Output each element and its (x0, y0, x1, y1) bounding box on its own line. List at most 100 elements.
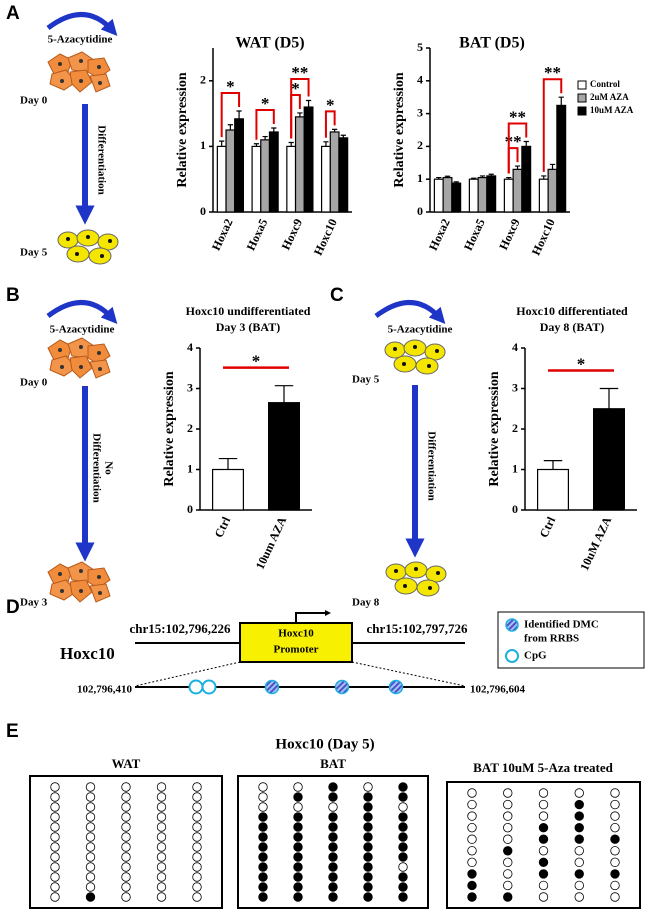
error-bar (558, 96, 564, 106)
cpg-site (156, 802, 167, 812)
cpg-site (328, 882, 338, 892)
treatment-arrow (46, 300, 118, 324)
bar (442, 176, 453, 213)
cpg-site (156, 882, 167, 892)
error-bar (541, 175, 547, 180)
error-bar (523, 140, 529, 147)
error-bar (479, 175, 486, 178)
coord-label: 102,796,410 (77, 684, 133, 696)
error-bar (488, 173, 494, 176)
y-tick-label: 0 (417, 204, 423, 218)
legend-label: Control (590, 79, 620, 89)
bar (451, 182, 462, 213)
day-label: Day 3 (20, 597, 48, 609)
zoom-line (351, 661, 466, 687)
cpg-site (363, 802, 373, 812)
cpg-site (258, 792, 268, 802)
y-tick-label: 0 (512, 502, 518, 516)
cpg-site (503, 834, 513, 844)
panel-label: B (6, 285, 20, 306)
cpg-site (574, 788, 584, 798)
cells (57, 229, 119, 265)
error-bar (549, 163, 556, 170)
chart-title: Hoxc10 undifferentiated (186, 304, 311, 318)
y-tick-label: 2 (417, 138, 423, 152)
cpg-site (363, 792, 373, 802)
x-tick-label: Hoxa5 (461, 217, 488, 253)
dmc (388, 679, 404, 695)
cpg-site (121, 842, 131, 852)
cpg-site (610, 892, 620, 902)
cpg-site (538, 834, 549, 844)
significance-bracket (507, 122, 528, 174)
cpg-site (293, 882, 303, 892)
cpg-site (258, 802, 268, 812)
cpg-site (328, 822, 338, 832)
cpg-site (467, 811, 477, 821)
cpg-site (467, 846, 477, 856)
bar (538, 178, 549, 213)
cpg-site (121, 812, 131, 822)
legend-label: CpG (524, 650, 547, 662)
significance-label: ** (291, 63, 308, 82)
cpg-site (398, 802, 408, 812)
y-tick-label: 0 (187, 502, 193, 516)
cpg-site (121, 802, 131, 812)
y-tick-label: 1 (512, 461, 518, 475)
promoter-label: Hoxc10 (278, 628, 314, 640)
legend-label: 2uM AZA (590, 92, 629, 102)
cpg-site (610, 811, 620, 821)
cpg-site (538, 880, 549, 891)
bar (477, 176, 488, 213)
bar (234, 118, 245, 213)
cells (384, 339, 446, 375)
error-bar (262, 135, 268, 140)
significance-bracket (255, 109, 275, 140)
x-tick-label: Hoxa2 (209, 217, 236, 253)
y-axis-label: Relative expression (392, 72, 407, 187)
y-axis-label: Relative expression (162, 371, 177, 486)
cpg-site (398, 812, 408, 822)
cpg-site (85, 812, 96, 822)
cpg-site (610, 799, 620, 810)
cpg-site (293, 832, 303, 842)
bar (320, 145, 331, 213)
cpg-site (503, 846, 513, 856)
cpg-site (467, 799, 477, 810)
cpg-site (258, 822, 268, 832)
cpg-site (293, 892, 303, 902)
significance-label: * (291, 79, 300, 98)
cpg-site (293, 842, 303, 852)
y-tick-label: 3 (187, 380, 193, 394)
cpg-site (293, 822, 303, 832)
cpg-site (192, 832, 202, 842)
cpg-site (363, 862, 373, 872)
cpg-site (50, 822, 60, 832)
x-tick-label: 10uM AZA (577, 514, 614, 572)
panel-label: A (6, 3, 20, 24)
x-tick-label: Hoxa5 (244, 217, 271, 253)
chart-title: BAT (D5) (459, 35, 525, 52)
cpg-site (50, 782, 60, 792)
cpg-site (398, 862, 408, 872)
cpg-site (538, 799, 549, 810)
y-tick-label: 3 (417, 105, 423, 119)
y-tick-label: 1 (187, 461, 193, 475)
methylation-box (446, 781, 641, 909)
cpg-site (363, 842, 373, 852)
x-tick-label: Hoxc9 (496, 217, 522, 253)
cpg-site (363, 852, 373, 862)
cpg-site (363, 882, 373, 892)
y-tick-label: 0 (200, 204, 206, 218)
bar (329, 131, 340, 213)
significance-bracket (290, 77, 310, 139)
cpg-site (328, 842, 338, 852)
error-bar (471, 177, 477, 180)
day-label: Day 0 (20, 95, 48, 107)
significance-label: * (226, 77, 235, 96)
cpg-site (538, 869, 549, 879)
panel-label: C (330, 285, 344, 306)
error-bar (227, 124, 233, 130)
cpg-site (574, 857, 584, 868)
cpg-site (121, 822, 131, 832)
